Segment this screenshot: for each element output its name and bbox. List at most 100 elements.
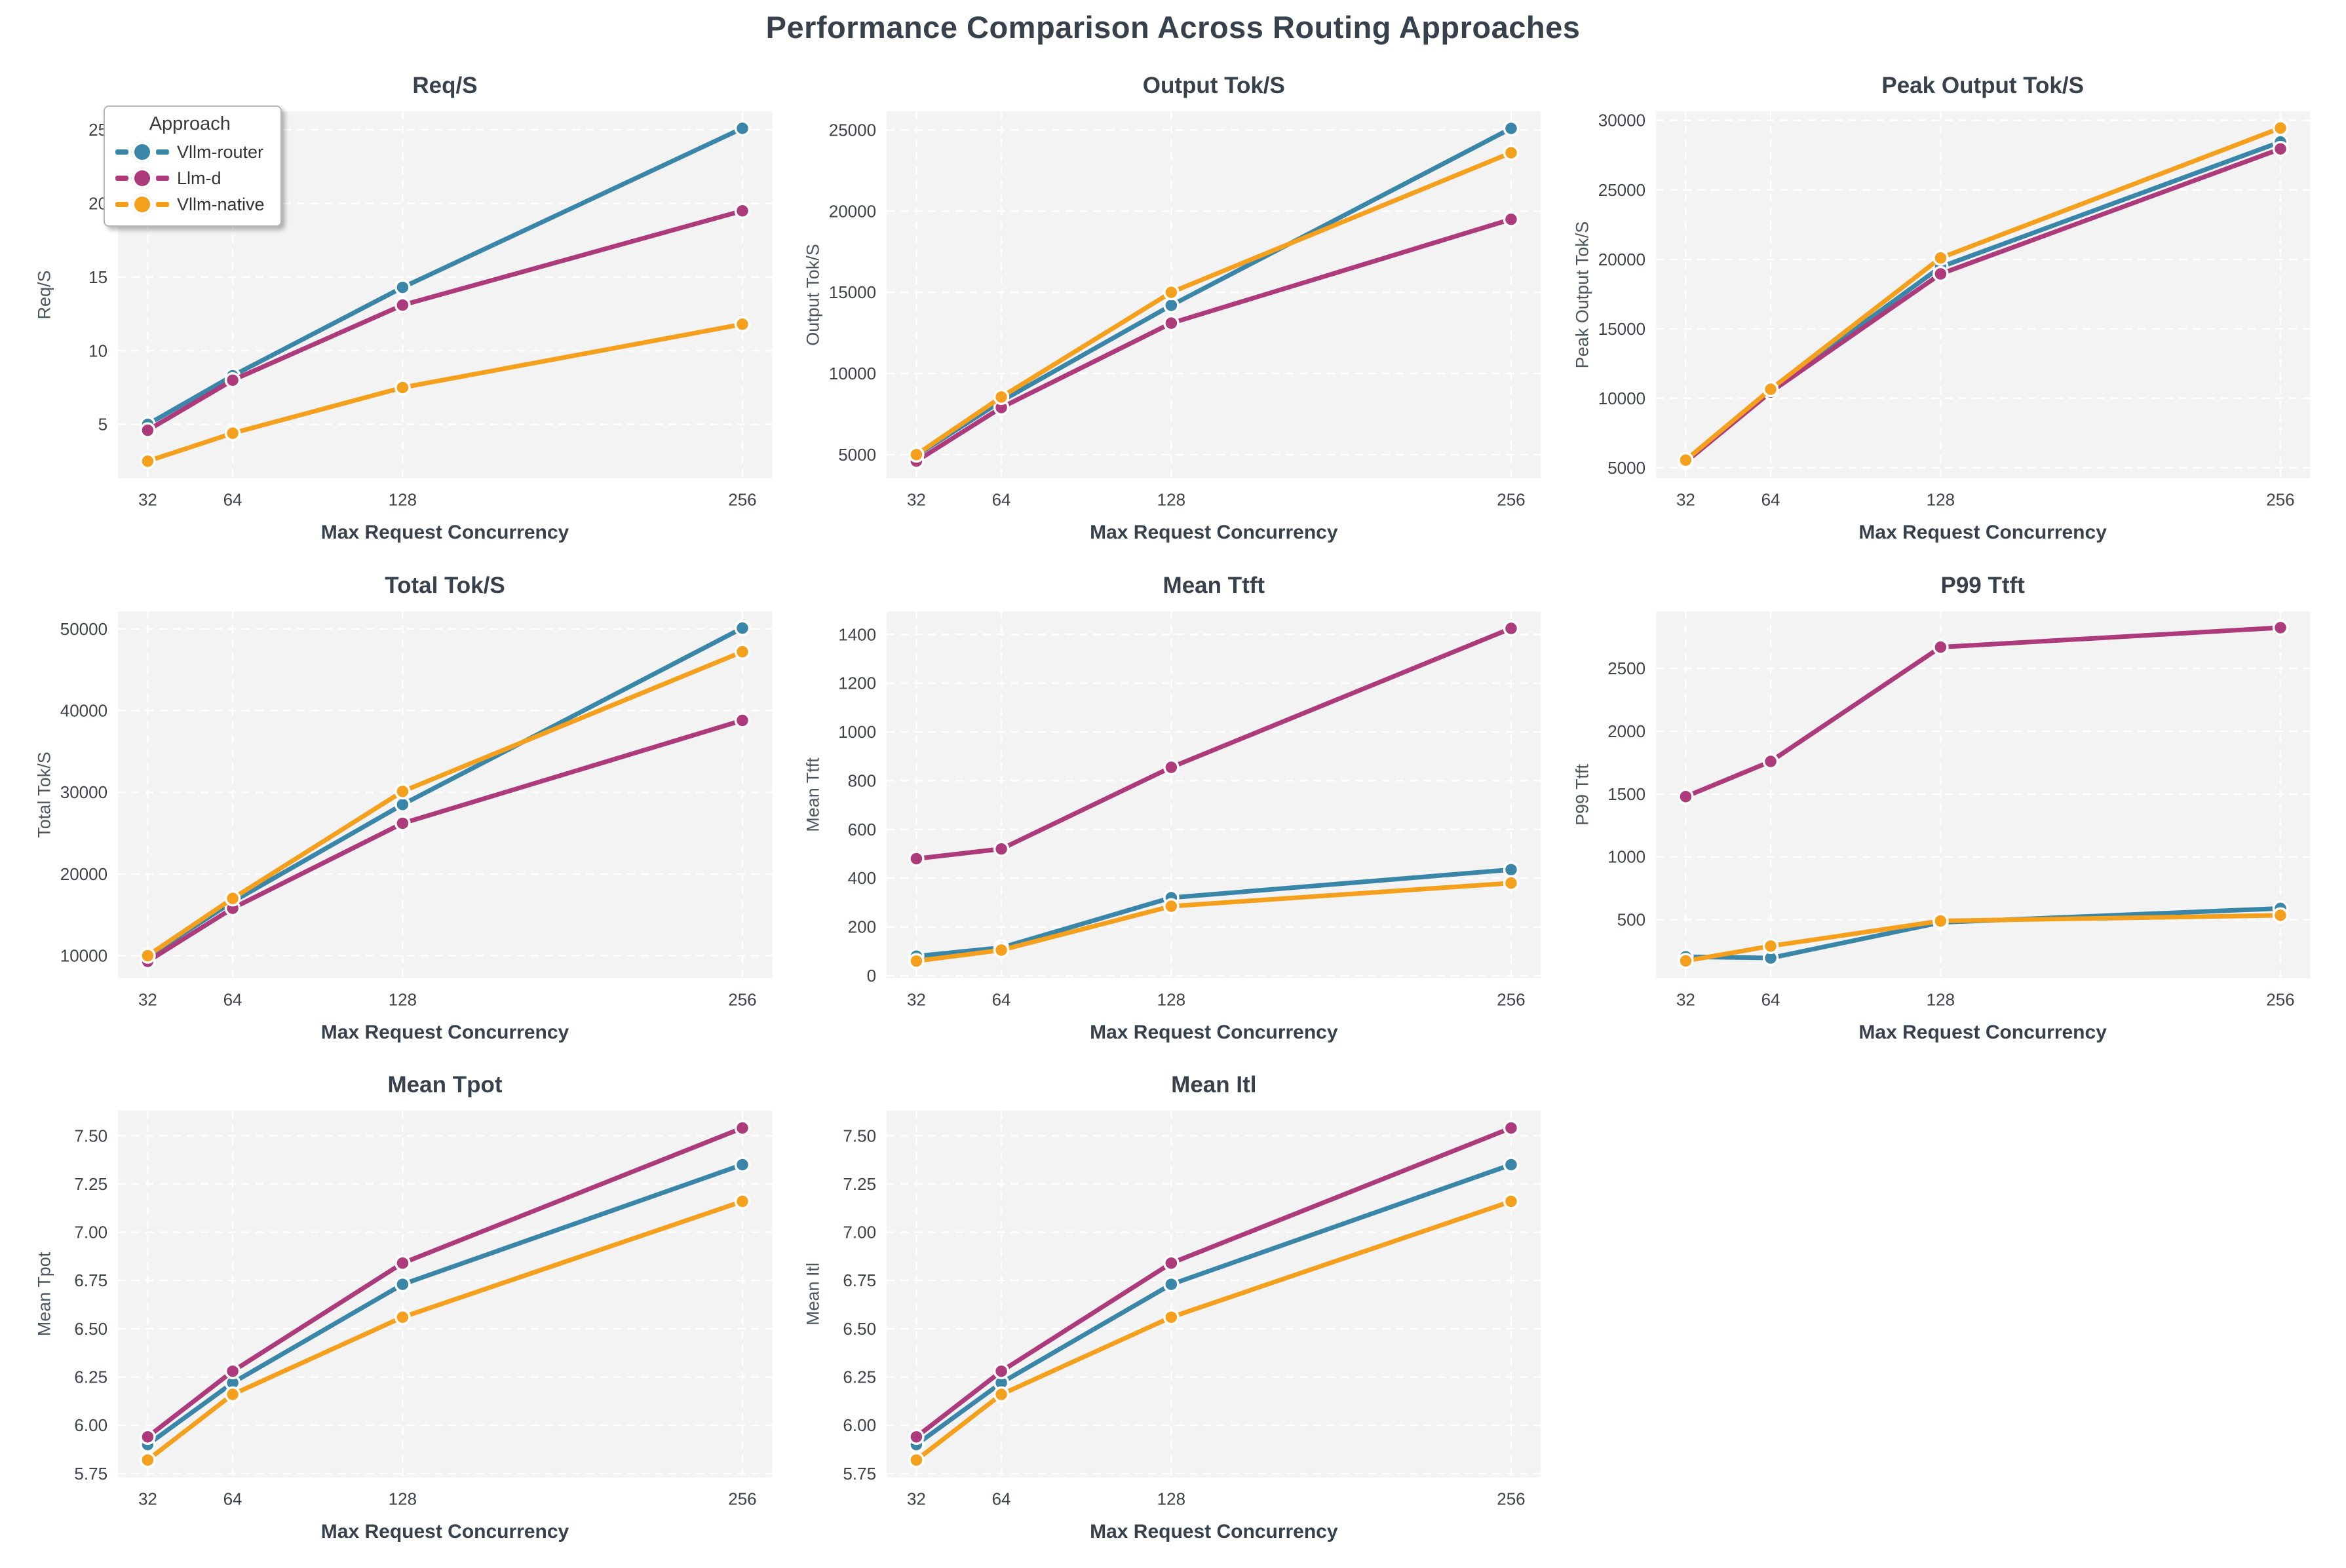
data-point-vllm-native xyxy=(2272,907,2288,923)
data-point-vllm-native xyxy=(394,1309,411,1326)
data-point-llm-d xyxy=(1932,639,1949,655)
x-tick-label: 32 xyxy=(138,989,157,1009)
data-point-llm-d xyxy=(140,422,156,438)
data-point-vllm-native xyxy=(224,425,241,442)
series-line-vllm-router xyxy=(145,126,745,427)
x-tick-label: 128 xyxy=(1926,490,1954,510)
data-point-llm-d xyxy=(1677,788,1694,805)
y-tick-label: 5000 xyxy=(839,445,877,465)
y-tick-label: 7.00 xyxy=(843,1223,877,1242)
y-tick-label: 2500 xyxy=(1607,659,1645,678)
data-point-llm-d xyxy=(734,712,751,729)
y-tick-label: 0 xyxy=(867,966,876,985)
data-point-llm-d xyxy=(2272,140,2288,157)
x-tick-label: 128 xyxy=(389,490,417,510)
series-line-llm-d xyxy=(145,1126,745,1440)
data-point-llm-d xyxy=(993,841,1010,857)
series-line-llm-d xyxy=(145,208,745,433)
data-point-vllm-native xyxy=(1677,952,1694,969)
data-point-vllm-native xyxy=(140,947,156,964)
series-line-vllm-native xyxy=(914,880,1514,963)
series-line-vllm-router xyxy=(914,1162,1514,1447)
data-point-llm-d xyxy=(140,1428,156,1445)
legend-item-vllm-native: Vllm-native xyxy=(115,194,265,215)
x-axis-label: Max Request Concurrency xyxy=(1090,1021,1338,1043)
x-axis-label: Max Request Concurrency xyxy=(320,522,569,543)
y-axis-label: P99 Ttft xyxy=(1572,763,1592,826)
y-tick-label: 6.25 xyxy=(74,1367,107,1387)
data-point-vllm-router xyxy=(1503,120,1520,137)
data-point-vllm-router xyxy=(394,279,411,296)
subplot-output-tok-s: 32 64 128 256 5000 10000 15000 20000 25000 Outpu… xyxy=(788,62,1557,562)
data-point-vllm-native xyxy=(394,783,411,799)
charts-grid: 32 64 128 256 5 10 15 20 25 Req/S Req/S Max Requ… xyxy=(20,62,2326,1561)
x-tick-label: 64 xyxy=(1761,490,1780,510)
data-point-vllm-native xyxy=(1932,250,1949,266)
x-tick-label: 256 xyxy=(728,989,756,1009)
chart-title: Total Tok/S xyxy=(385,572,505,598)
data-point-llm-d xyxy=(1503,1120,1520,1137)
data-point-vllm-router xyxy=(394,1276,411,1293)
y-tick-label: 10 xyxy=(88,341,107,360)
y-tick-label: 7.50 xyxy=(843,1126,877,1146)
data-point-vllm-native xyxy=(734,643,751,660)
y-axis-label: Total Tok/S xyxy=(34,751,54,838)
y-axis-label: Mean Itl xyxy=(803,1263,823,1326)
y-tick-label: 50000 xyxy=(60,619,107,638)
subplot-total-tok-s: 32 64 128 256 10000 20000 30000 40000 50000 Tota… xyxy=(20,562,788,1062)
x-tick-label: 256 xyxy=(1497,1489,1526,1509)
data-point-vllm-native xyxy=(908,953,925,969)
plot-area xyxy=(887,1111,1541,1478)
series-line-vllm-router xyxy=(1683,906,2283,961)
series-line-llm-d xyxy=(914,626,1514,861)
y-tick-label: 1000 xyxy=(839,722,877,742)
subplot-mean-itl: 32 64 128 256 5.75 6.00 6.25 6.50 6.75 7.00 7.25 7.… xyxy=(788,1061,1557,1561)
y-tick-label: 200 xyxy=(848,917,876,936)
x-tick-label: 64 xyxy=(223,1489,242,1509)
data-point-llm-d xyxy=(908,850,925,867)
y-tick-label: 1200 xyxy=(839,673,877,693)
data-point-llm-d xyxy=(908,1428,925,1445)
data-point-vllm-router xyxy=(734,1157,751,1174)
data-point-vllm-router xyxy=(1163,297,1180,314)
data-point-llm-d xyxy=(1503,620,1520,636)
x-tick-label: 32 xyxy=(907,1489,926,1509)
data-point-llm-d xyxy=(1163,1255,1180,1272)
series-line-vllm-native xyxy=(145,1199,745,1463)
x-tick-label: 128 xyxy=(389,989,417,1009)
x-tick-label: 64 xyxy=(1761,989,1780,1009)
subplot-mean-tpot: 32 64 128 256 5.75 6.00 6.25 6.50 6.75 7.00 7.25 7.… xyxy=(20,1061,788,1561)
x-tick-label: 32 xyxy=(1676,490,1695,510)
x-axis-label: Max Request Concurrency xyxy=(1858,1021,2107,1043)
plot-area xyxy=(887,611,1541,978)
x-tick-label: 64 xyxy=(992,490,1011,510)
x-tick-label: 256 xyxy=(2266,490,2294,510)
y-tick-label: 500 xyxy=(1617,909,1645,929)
legend-label: Vllm-native xyxy=(177,194,265,214)
data-point-llm-d xyxy=(394,814,411,832)
x-tick-label: 32 xyxy=(907,490,926,510)
data-point-vllm-native xyxy=(1503,144,1520,161)
chart-title: Mean Ttft xyxy=(1163,572,1265,598)
y-tick-label: 40000 xyxy=(60,700,107,720)
data-point-vllm-native xyxy=(993,1386,1010,1403)
x-tick-label: 256 xyxy=(2266,989,2294,1009)
data-point-vllm-native xyxy=(1503,875,1520,891)
data-point-llm-d xyxy=(734,202,751,219)
data-point-vllm-native xyxy=(993,942,1010,958)
series-line-vllm-router xyxy=(145,1162,745,1447)
data-point-vllm-native xyxy=(1163,898,1180,914)
y-tick-label: 25000 xyxy=(1598,180,1645,200)
series-line-llm-d xyxy=(914,1126,1514,1440)
series-line-vllm-native xyxy=(914,150,1514,457)
chart-canvas-p99-ttft: 32 64 128 256 500 1000 1500 2000 2500 xyxy=(1607,611,2310,1009)
y-axis-label: Output Tok/S xyxy=(803,244,823,346)
x-tick-label: 64 xyxy=(223,490,242,510)
chart-canvas-peak-output-tok-s: 32 64 128 256 5000 10000 15000 20000 25000 30000 xyxy=(1598,111,2310,510)
y-tick-label: 30000 xyxy=(60,782,107,802)
data-point-llm-d xyxy=(2272,619,2288,636)
chart-canvas-mean-ttft: 32 64 128 256 0 200 400 600 800 1000 1200 1400 xyxy=(839,611,1541,1009)
data-point-vllm-router xyxy=(394,796,411,813)
y-tick-label: 600 xyxy=(848,820,876,839)
